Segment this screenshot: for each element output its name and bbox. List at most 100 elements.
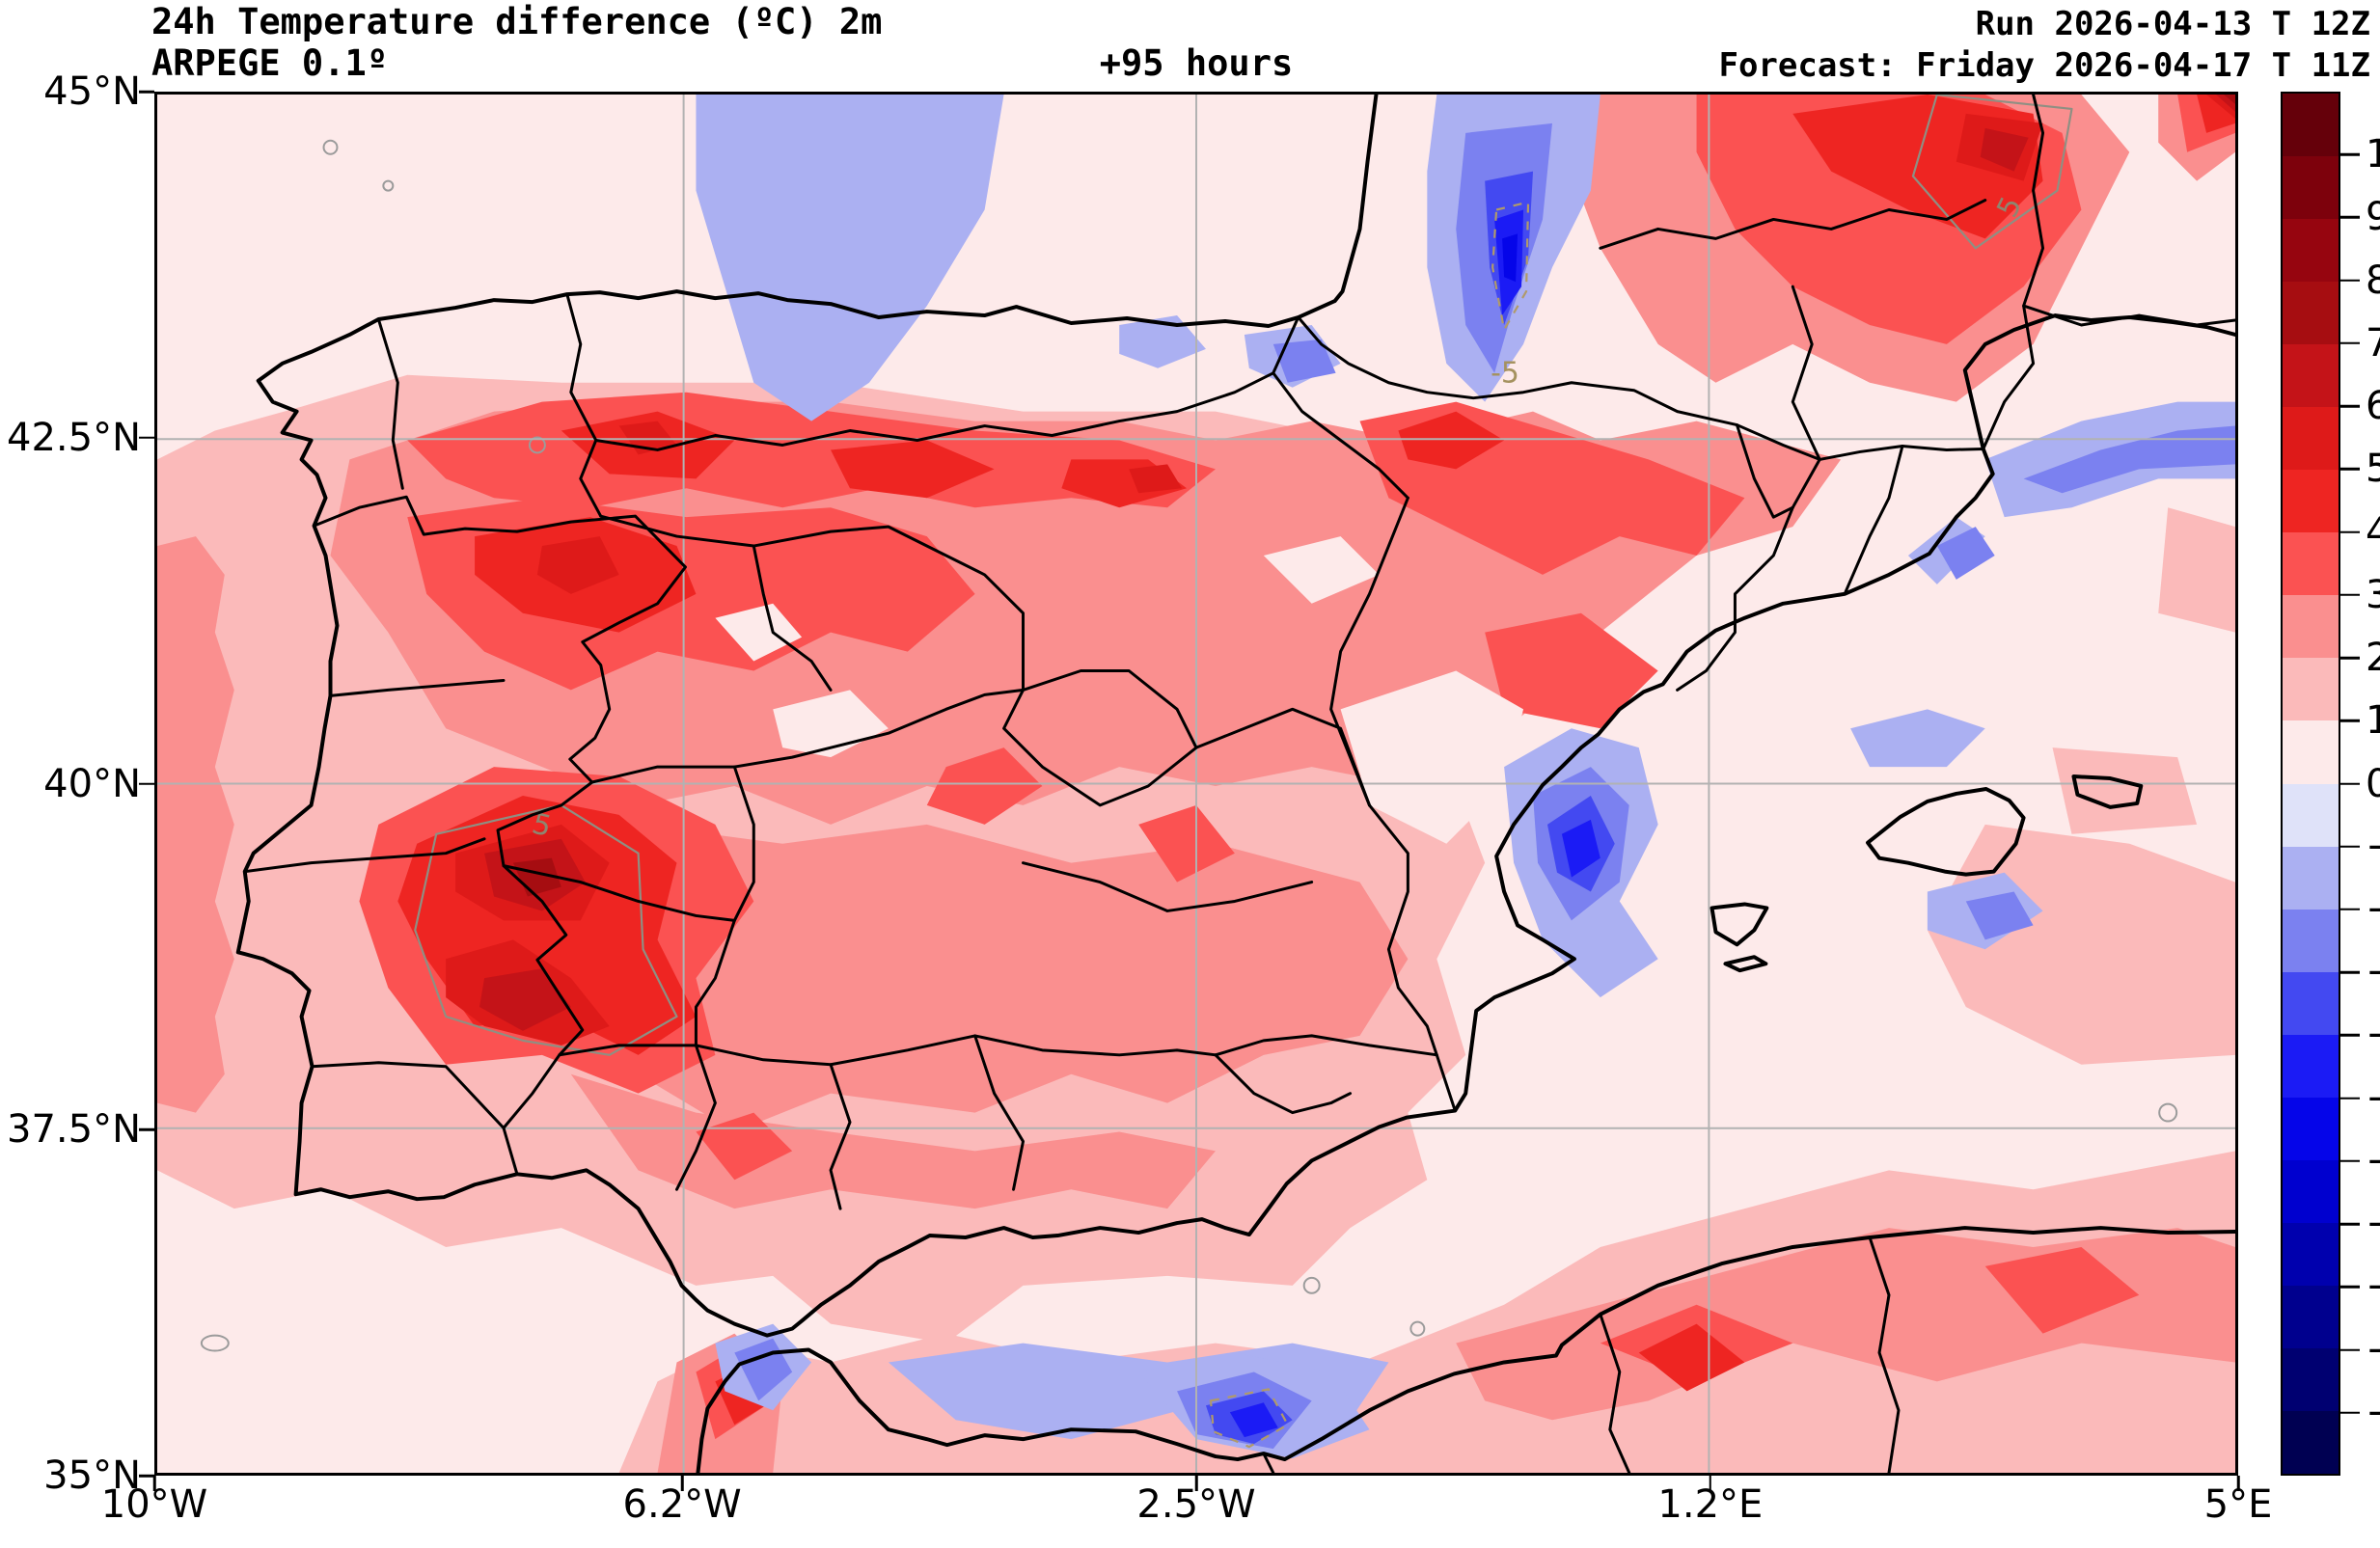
band-p4-dot2 bbox=[1138, 804, 1235, 883]
colorbar-segment bbox=[2283, 595, 2339, 659]
colorbar-tick bbox=[2339, 1348, 2360, 1351]
minus5-contour-biscay bbox=[1491, 201, 1530, 334]
border-morocco-algeria bbox=[1262, 1452, 1275, 1473]
coastline-layer bbox=[235, 95, 2235, 1473]
zero-ring-2 bbox=[382, 179, 395, 192]
y-axis-tick bbox=[139, 436, 154, 439]
border-cantabrian-s bbox=[594, 315, 1300, 451]
colorbar-tick bbox=[2339, 970, 2360, 974]
border-galicia bbox=[565, 292, 603, 518]
border-portugal-spain bbox=[313, 495, 687, 1176]
colorbar-segment bbox=[2283, 344, 2339, 408]
band-m3-coast-dot bbox=[1272, 339, 1336, 383]
x-axis-tick-label: 6.2°W bbox=[622, 1482, 742, 1527]
zero-ring-5 bbox=[1409, 1320, 1426, 1337]
colorbar-segment bbox=[2283, 1097, 2339, 1160]
colorbar-tick-label: −8 bbox=[2366, 1267, 2380, 1306]
border-france4 bbox=[1791, 285, 1821, 461]
colorbar-segment bbox=[2283, 94, 2339, 157]
colorbar-segment bbox=[2283, 783, 2339, 847]
colorbar-segment bbox=[2283, 1034, 2339, 1098]
colorbar-tick-label: 2 bbox=[2366, 636, 2380, 681]
colorbar-tick-label: 5 bbox=[2366, 447, 2380, 492]
x-axis-tick bbox=[1194, 1476, 1198, 1491]
colorbar-tick-label: 4 bbox=[2366, 509, 2380, 555]
border-cyl-prov2 bbox=[752, 544, 833, 692]
colorbar-tick-label: −3 bbox=[2366, 953, 2380, 991]
y-axis-tick-label: 37.5°N bbox=[7, 1107, 141, 1153]
colorbar-tick bbox=[2339, 468, 2360, 471]
colorbar-tick-label: 9 bbox=[2366, 195, 2380, 240]
map-frame: 5 5 -5 bbox=[154, 92, 2238, 1476]
colorbar-segment bbox=[2283, 532, 2339, 596]
band-m3-mallorca-s bbox=[1965, 891, 2034, 940]
colorbar-segment bbox=[2283, 1159, 2339, 1223]
band-m3-gulf-lion bbox=[2023, 425, 2235, 494]
band-p5-africa-dot bbox=[1638, 1323, 1745, 1392]
colorbar-tick-label: 8 bbox=[2366, 258, 2380, 303]
x-axis-tick-label: 5°E bbox=[2203, 1482, 2273, 1527]
x-axis-tick bbox=[152, 1476, 156, 1491]
colorbar-segment bbox=[2283, 156, 2339, 220]
colorbar-segment bbox=[2283, 1347, 2339, 1411]
coastline-africa bbox=[696, 1226, 2235, 1473]
x-axis-tick-label: 2.5°W bbox=[1136, 1482, 1256, 1527]
zero-ring-1 bbox=[322, 139, 339, 155]
y-axis-tick bbox=[139, 1474, 154, 1478]
band-p2-menorca-area bbox=[2052, 747, 2198, 834]
colorbar-tick-label: 1 bbox=[2366, 698, 2380, 744]
band-p7-france bbox=[1980, 127, 2029, 172]
zero-ring-3 bbox=[528, 436, 546, 454]
colorbar-tick bbox=[2339, 1097, 2360, 1100]
plus5-contour-west bbox=[414, 803, 678, 1056]
plus5-contour-france bbox=[1911, 95, 2073, 250]
colorbar-segment bbox=[2283, 1285, 2339, 1348]
forecast-label: Forecast: Friday 2026-04-17 T 11Z bbox=[1718, 46, 2370, 85]
border-algeria-prov2 bbox=[1868, 1236, 1901, 1473]
colorbar-tick bbox=[2339, 404, 2360, 408]
colorbar-tick bbox=[2339, 216, 2360, 219]
zero-ring-6 bbox=[2158, 1102, 2178, 1123]
colorbar-tick-label: 7 bbox=[2366, 320, 2380, 366]
y-axis-tick bbox=[139, 90, 154, 94]
border-clm-prov2 bbox=[1194, 707, 1371, 807]
border-france2 bbox=[2022, 304, 2235, 327]
coastline-menorca bbox=[2071, 774, 2144, 809]
colorbar-tick bbox=[2339, 593, 2360, 597]
zero-ring-4 bbox=[1302, 1276, 1321, 1294]
border-cyl-prov1 bbox=[599, 514, 1025, 692]
x-axis-tick-label: 1.2°E bbox=[1657, 1482, 1764, 1527]
border-galicia-prov bbox=[376, 317, 404, 490]
colorbar-segment bbox=[2283, 282, 2339, 345]
colorbar bbox=[2281, 92, 2340, 1476]
border-murcia-s bbox=[1214, 1053, 1353, 1115]
colorbar-segment bbox=[2283, 1410, 2339, 1475]
y-axis-tick bbox=[139, 1128, 154, 1131]
colorbar-tick bbox=[2339, 845, 2360, 848]
border-andalucia-prov3 bbox=[973, 1034, 1025, 1191]
run-label: Run 2026-04-13 T 12Z bbox=[1975, 5, 2370, 43]
coastline-iberia-france bbox=[235, 95, 2235, 1338]
colorbar-tick-label: 0 bbox=[2366, 761, 2380, 806]
colorbar-tick bbox=[2339, 279, 2360, 282]
y-axis-tick bbox=[139, 782, 154, 785]
contour-label-minus5-biscay: -5 bbox=[1491, 357, 1519, 391]
band-m2-galicia-plume bbox=[696, 95, 1004, 421]
colorbar-tick-label: −10 bbox=[2366, 1394, 2380, 1432]
band-p6-cant2 bbox=[1129, 464, 1183, 494]
coastline-ibiza bbox=[1710, 902, 1769, 947]
colorbar-tick-label: 10 bbox=[2366, 132, 2380, 177]
band-m2-mallorca-w bbox=[1850, 709, 1985, 768]
border-france-spain bbox=[1297, 315, 1985, 461]
colorbar-tick-label: −9 bbox=[2366, 1331, 2380, 1370]
border-murcia-n bbox=[1214, 1034, 1438, 1057]
band-p5-cant2 bbox=[831, 440, 995, 499]
band-p6-zamora bbox=[536, 536, 619, 594]
colorbar-tick-label: 3 bbox=[2366, 572, 2380, 617]
colorbar-tick bbox=[2339, 1034, 2360, 1037]
band-p5-ebro-dot bbox=[1398, 411, 1505, 470]
band-p7-extrem2 bbox=[479, 968, 571, 1031]
map-canvas: 5 5 -5 bbox=[157, 95, 2235, 1473]
colorbar-tick bbox=[2339, 1286, 2360, 1289]
y-axis-tick-label: 40°N bbox=[43, 761, 141, 806]
